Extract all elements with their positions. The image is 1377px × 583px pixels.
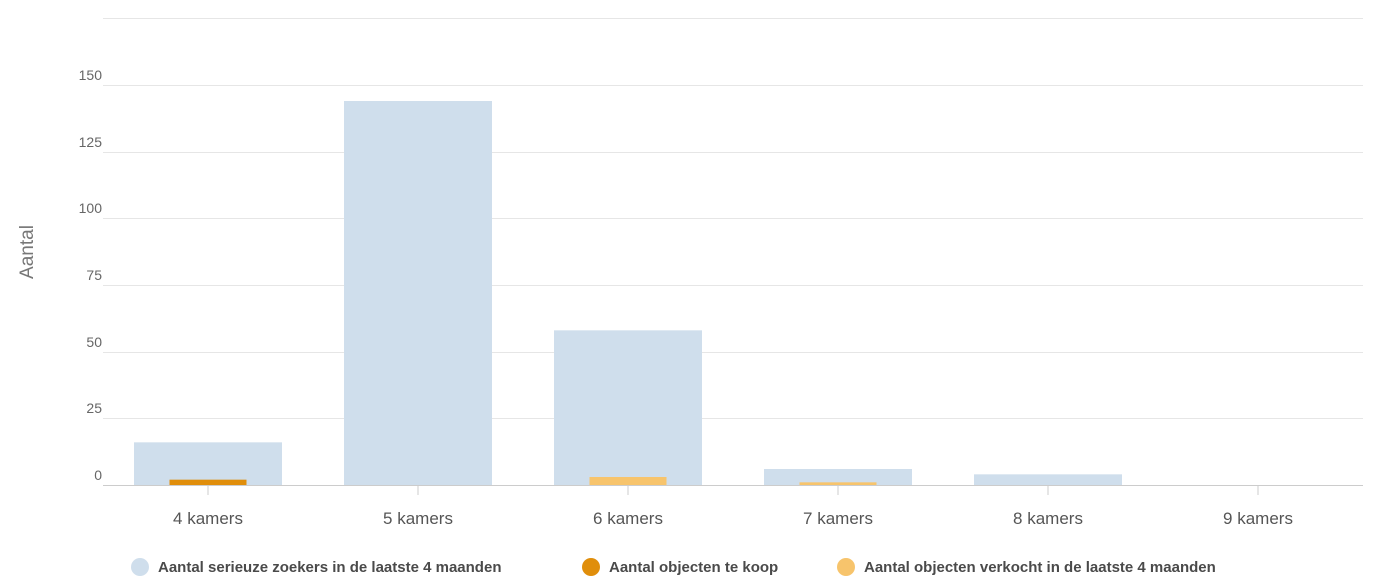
legend-swatch	[131, 558, 149, 576]
x-tick-label: 9 kamers	[1223, 509, 1293, 528]
bar-zoekers[interactable]	[344, 101, 492, 485]
x-tick-label: 7 kamers	[803, 509, 873, 528]
bars	[134, 101, 1122, 485]
bar-verkocht[interactable]	[589, 477, 667, 485]
bar-zoekers[interactable]	[134, 442, 282, 485]
legend[interactable]: Aantal serieuze zoekers in de laatste 4 …	[131, 558, 1216, 576]
legend-item[interactable]: Aantal serieuze zoekers in de laatste 4 …	[131, 558, 501, 576]
legend-item[interactable]: Aantal objecten verkocht in de laatste 4…	[837, 558, 1216, 576]
x-tick-label: 8 kamers	[1013, 509, 1083, 528]
x-tick-label: 5 kamers	[383, 509, 453, 528]
x-tick-label: 6 kamers	[593, 509, 663, 528]
y-tick-label: 100	[79, 200, 103, 216]
x-axis: 4 kamers 5 kamers 6 kamers 7 kamers 8 kamers…	[103, 485, 1363, 528]
gridlines	[103, 18, 1363, 419]
legend-swatch	[837, 558, 855, 576]
bar-zoekers[interactable]	[554, 330, 702, 485]
y-tick-label: 0	[94, 467, 102, 483]
legend-label: Aantal objecten verkocht in de laatste 4…	[864, 559, 1216, 576]
y-axis-ticks: 0 25 50 75 100 125 150	[79, 67, 103, 483]
y-tick-label: 150	[79, 67, 103, 83]
legend-item[interactable]: Aantal objecten te koop	[582, 558, 778, 576]
bar-te-koop[interactable]	[169, 479, 247, 485]
y-tick-label: 50	[86, 334, 102, 350]
y-tick-label: 75	[86, 267, 102, 283]
y-tick-label: 125	[79, 134, 103, 150]
bar-zoekers[interactable]	[974, 474, 1122, 485]
y-tick-label: 25	[86, 400, 102, 416]
y-axis-title: Aantal	[17, 225, 38, 279]
legend-label: Aantal serieuze zoekers in de laatste 4 …	[158, 559, 501, 576]
legend-label: Aantal objecten te koop	[609, 559, 778, 576]
bar-zoekers[interactable]	[764, 469, 912, 485]
bar-verkocht[interactable]	[799, 482, 877, 485]
x-tick-label: 4 kamers	[173, 509, 243, 528]
legend-swatch	[582, 558, 600, 576]
